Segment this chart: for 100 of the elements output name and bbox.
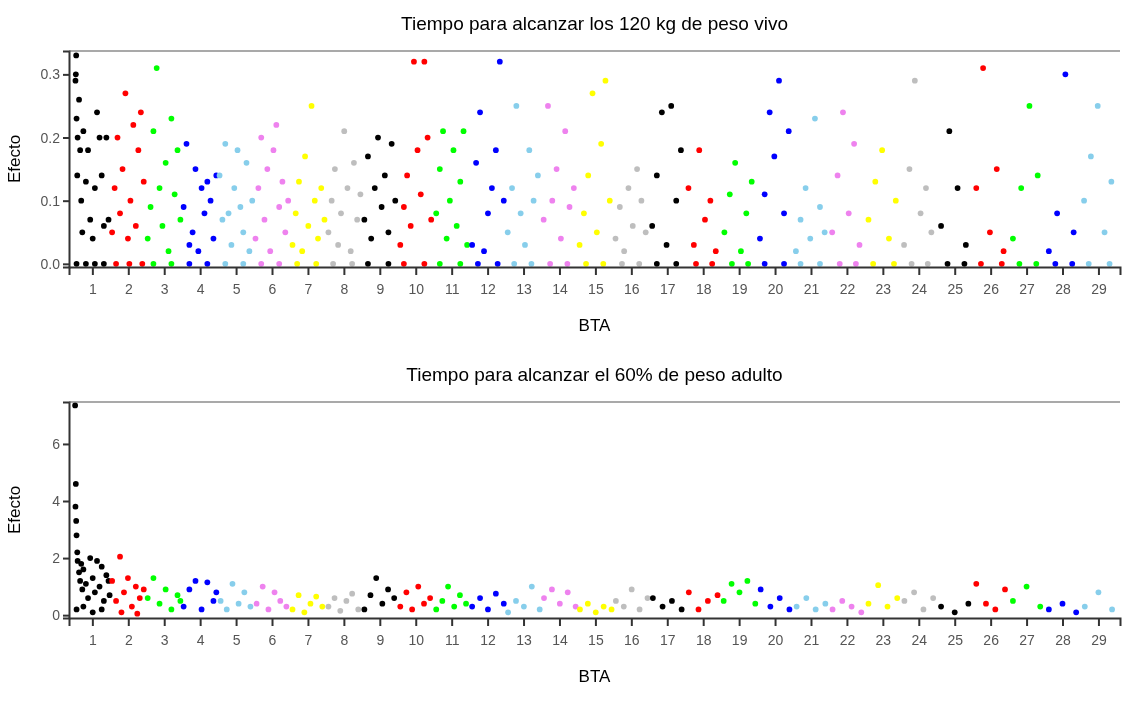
point [91,589,98,596]
x-tick-label: 21 [803,280,820,297]
point [235,600,242,607]
point [938,223,944,229]
point [757,586,764,593]
point [901,598,908,604]
point [247,603,254,610]
point [330,260,336,267]
x-tick-label: 14 [552,280,568,297]
point [475,260,481,267]
point [73,52,80,59]
point [72,481,79,487]
point [853,260,859,267]
point [892,197,899,204]
point [344,185,351,191]
point [1045,606,1052,613]
x-tick-label: 1 [88,631,97,648]
point [225,210,232,217]
point [781,260,787,267]
point [189,229,196,236]
point [1059,600,1066,607]
x-tick-label: 5 [232,631,241,648]
point [168,606,175,613]
point [736,589,743,596]
point [87,555,94,561]
point [252,235,259,242]
point [1095,589,1102,596]
point [616,204,623,210]
point [673,197,680,204]
chart-title: Tiempo para alcanzar los 120 kg de peso vivo [401,13,788,34]
point [678,147,684,154]
x-tick-label: 2 [124,631,133,648]
point [612,235,619,242]
point [409,606,416,613]
point [558,235,564,242]
point [726,191,733,198]
point [439,598,446,604]
point [757,235,763,242]
point [492,147,499,154]
point [168,115,175,122]
point [118,609,125,616]
point [144,235,151,242]
point [195,248,202,255]
x-tick-label: 10 [408,280,425,297]
point [1062,71,1069,78]
point [385,260,392,267]
point [1026,103,1033,109]
point [634,166,640,172]
y-tick-label: 0 [52,607,61,624]
point [771,153,778,160]
point [321,216,328,223]
x-tick-label: 5 [232,280,241,297]
point [122,90,129,97]
point [219,216,226,223]
point [668,103,675,109]
point [368,235,375,242]
point [240,260,247,267]
point [261,216,268,223]
point [1002,586,1008,593]
x-tick-label: 8 [340,631,349,648]
point [83,178,89,185]
point [165,248,172,255]
point [246,248,253,255]
point [504,229,511,236]
point [94,558,100,564]
point [766,109,773,116]
point [477,109,483,116]
point [678,606,685,613]
point [600,603,607,610]
x-tick-label: 8 [340,280,349,297]
y-axis-title: Efecto [5,134,24,184]
x-tick-label: 13 [516,631,533,648]
point [785,128,792,135]
x-tick-label: 4 [196,631,205,648]
point [307,600,314,607]
point [585,172,592,179]
point [313,593,320,600]
point [180,603,187,610]
point [113,260,119,267]
point [424,134,431,141]
point [752,600,759,607]
point [891,260,897,267]
point [204,178,211,185]
point [171,191,178,198]
point [911,589,917,596]
point [600,260,607,267]
point [463,600,469,607]
point [1070,229,1077,236]
x-tick-label: 26 [983,631,1000,648]
point [928,229,935,236]
point [91,260,98,267]
x-tick-label: 25 [947,280,964,297]
point [858,609,865,616]
point [78,560,85,567]
point [1016,260,1023,267]
point [338,210,344,217]
point [407,223,414,229]
point [137,109,144,116]
point [930,595,937,601]
point [1010,235,1016,242]
